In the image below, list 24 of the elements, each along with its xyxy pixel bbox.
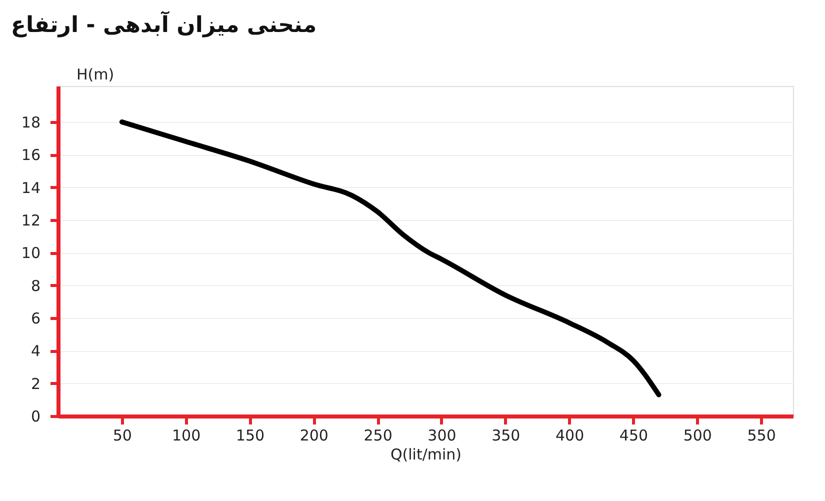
x-tick-label: 250 bbox=[364, 426, 392, 444]
x-tick-label: 100 bbox=[172, 426, 201, 444]
y-tick-label: 10 bbox=[21, 244, 40, 262]
x-tick-label: 500 bbox=[683, 426, 712, 444]
y-axis-title: H(m) bbox=[76, 66, 114, 84]
x-tick-label: 400 bbox=[555, 426, 584, 444]
y-tick-label: 12 bbox=[21, 211, 40, 230]
x-axis-title: Q(lit/min) bbox=[390, 446, 462, 464]
x-tick-label: 350 bbox=[492, 426, 520, 444]
x-tick-label: 550 bbox=[747, 426, 776, 444]
y-tick-label: 8 bbox=[30, 276, 40, 295]
y-tick-label: 14 bbox=[21, 178, 40, 197]
x-tick-label: 50 bbox=[112, 426, 132, 444]
x-tick-label: 200 bbox=[300, 426, 328, 444]
x-tick-label: 150 bbox=[236, 426, 265, 444]
y-tick-label: 0 bbox=[30, 408, 40, 426]
y-tick-label: 6 bbox=[30, 309, 40, 328]
y-tick-label: 2 bbox=[30, 374, 40, 393]
y-tick-label: 4 bbox=[30, 342, 40, 360]
x-tick-label: 300 bbox=[428, 426, 456, 444]
x-tick-label: 450 bbox=[619, 426, 648, 444]
chart-title: منحنی میزان آبدهی - ارتفاع bbox=[10, 11, 317, 38]
y-tick-label: 18 bbox=[21, 113, 40, 132]
y-tick-label: 16 bbox=[21, 146, 40, 164]
